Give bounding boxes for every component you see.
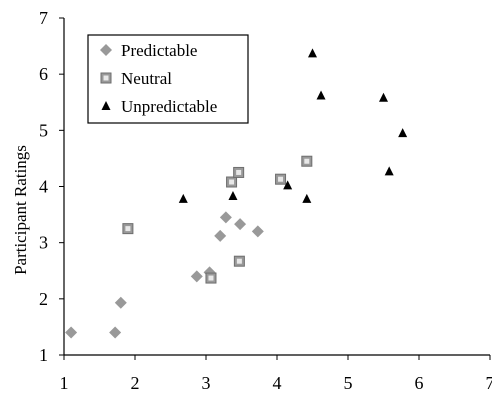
legend-label: Unpredictable <box>121 97 217 116</box>
y-axis-label: Participant Ratings <box>11 145 30 275</box>
legend-label: Predictable <box>121 41 197 60</box>
square-marker-inner <box>236 258 242 264</box>
unpredictable-point <box>178 193 188 203</box>
unpredictable-point <box>228 191 238 201</box>
y-tick-label: 3 <box>39 233 48 253</box>
y-tick-label: 1 <box>39 345 48 365</box>
square-marker-inner <box>304 158 310 164</box>
neutral-point <box>275 173 287 185</box>
predictable-point <box>234 218 247 231</box>
x-tick-label: 2 <box>131 373 140 393</box>
y-tick-label: 6 <box>39 64 48 84</box>
neutral-point <box>122 223 134 235</box>
unpredictable-point <box>379 92 388 102</box>
neutral-point <box>233 255 245 267</box>
neutral-point <box>205 272 217 284</box>
unpredictable-point <box>398 128 408 138</box>
series-unpredictable <box>178 48 408 203</box>
x-tick-label: 4 <box>273 373 282 393</box>
series-neutral <box>122 155 313 284</box>
square-marker-inner <box>208 275 214 281</box>
x-tick-label: 7 <box>486 373 492 393</box>
y-tick-label: 5 <box>39 120 48 140</box>
legend-square-marker <box>100 72 112 84</box>
data-marks <box>65 48 408 339</box>
square-marker-inner <box>236 169 242 175</box>
predictable-point <box>251 225 264 238</box>
predictable-point <box>65 326 78 339</box>
x-tick-label: 3 <box>202 373 211 393</box>
predictable-point <box>190 270 203 283</box>
legend-diamond-marker <box>100 44 112 56</box>
square-marker-inner <box>278 176 284 182</box>
predictable-point <box>114 296 127 309</box>
square-marker-inner <box>125 226 131 232</box>
legend-triangle-marker <box>101 101 111 110</box>
x-axis-ticks: 1 2 3 4 5 6 7 <box>60 355 492 393</box>
y-tick-label: 2 <box>39 289 48 309</box>
legend-label: Neutral <box>121 69 172 88</box>
y-tick-label: 7 <box>39 8 48 28</box>
x-tick-label: 6 <box>415 373 424 393</box>
legend: Predictable Neutral Unpredictable <box>87 34 249 124</box>
y-tick-label: 4 <box>39 177 48 197</box>
predictable-point <box>214 229 227 242</box>
series-predictable <box>65 211 264 339</box>
neutral-point <box>226 176 238 188</box>
x-tick-label: 5 <box>344 373 353 393</box>
y-axis-ticks: 1 2 3 4 5 6 7 <box>39 8 64 365</box>
legend-box <box>87 34 249 124</box>
unpredictable-point <box>316 90 326 100</box>
unpredictable-point <box>283 180 293 190</box>
unpredictable-point <box>308 48 317 58</box>
x-tick-label: 1 <box>60 373 69 393</box>
neutral-point <box>233 166 245 178</box>
unpredictable-point <box>384 166 394 176</box>
square-marker-inner <box>103 75 109 81</box>
square-marker-inner <box>229 179 235 185</box>
neutral-point <box>301 155 313 167</box>
predictable-point <box>219 211 232 224</box>
predictable-point <box>109 326 122 339</box>
unpredictable-point <box>302 193 312 203</box>
